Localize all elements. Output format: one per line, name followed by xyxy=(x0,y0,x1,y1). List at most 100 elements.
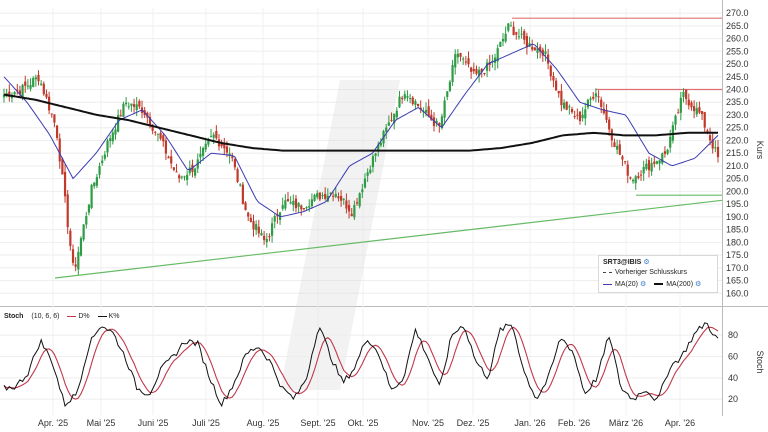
gear-icon[interactable]: ⚙ xyxy=(643,259,650,266)
candle-body xyxy=(631,179,635,182)
candle-body xyxy=(175,171,178,173)
candle-body xyxy=(273,216,276,222)
candle-body xyxy=(355,202,359,204)
price-axis-title: Kurs xyxy=(755,141,765,160)
candle-body xyxy=(347,204,351,212)
candle-body xyxy=(695,108,698,115)
candle-body xyxy=(390,119,393,121)
candle-body xyxy=(103,154,106,159)
candle-body xyxy=(536,48,539,53)
candle-body xyxy=(379,142,383,146)
candle-body xyxy=(294,198,298,209)
candle-body xyxy=(186,174,189,181)
candle-body xyxy=(658,160,661,164)
candle-body xyxy=(576,114,579,116)
candle-body xyxy=(45,93,48,98)
candle-body xyxy=(440,116,444,129)
candle-body xyxy=(523,31,526,40)
candle-body xyxy=(411,97,414,104)
x-tick-label: Aug. '25 xyxy=(247,418,280,428)
candle-body xyxy=(655,161,659,164)
candle-body xyxy=(255,224,258,231)
candle-body xyxy=(119,115,122,117)
candle-body xyxy=(570,109,574,113)
candle-body xyxy=(265,239,268,243)
candle-body xyxy=(470,67,473,72)
candle-body xyxy=(87,204,91,213)
price-tick-label: 165.0 xyxy=(726,276,749,286)
candle-body xyxy=(342,198,345,200)
candle-body xyxy=(645,163,648,169)
candle-body xyxy=(459,52,462,57)
candle-body xyxy=(677,112,680,114)
candle-body xyxy=(270,223,274,236)
candle-body xyxy=(446,91,449,98)
legend-swatch-prev-close xyxy=(603,271,612,273)
candle-body xyxy=(252,221,255,230)
stoch-k-swatch xyxy=(97,315,107,317)
x-tick-label: Apr. '25 xyxy=(38,418,68,428)
candle-body xyxy=(589,98,592,100)
candle-body xyxy=(37,74,40,82)
gear-icon[interactable]: ⚙ xyxy=(639,281,647,288)
candle-body xyxy=(114,129,117,135)
candle-body xyxy=(504,33,507,42)
candle-body xyxy=(565,101,568,110)
candle-body xyxy=(281,205,284,209)
candle-body xyxy=(385,127,388,132)
candle-body xyxy=(454,54,457,68)
candle-body xyxy=(77,251,80,270)
candle-body xyxy=(687,99,690,106)
price-tick-label: 215.0 xyxy=(726,148,749,158)
candle-body xyxy=(573,115,576,118)
candle-body xyxy=(698,107,701,113)
candle-body xyxy=(671,125,674,141)
candle-body xyxy=(624,161,627,163)
watermark-logo xyxy=(280,80,400,390)
x-tick-label: Okt. '25 xyxy=(348,418,379,428)
candle-body xyxy=(703,112,706,128)
candle-body xyxy=(358,193,361,207)
candle-body xyxy=(209,136,213,138)
candle-body xyxy=(409,98,412,100)
stoch-d-label: D% xyxy=(78,313,90,320)
candle-body xyxy=(212,134,215,138)
candle-body xyxy=(666,149,669,154)
candle-body xyxy=(642,166,645,174)
candle-body xyxy=(90,184,93,208)
gear-icon[interactable]: ⚙ xyxy=(695,281,702,288)
candle-body xyxy=(164,140,168,154)
candle-body xyxy=(204,143,207,150)
candle-body xyxy=(329,192,332,194)
candle-body xyxy=(554,80,558,91)
candle-body xyxy=(316,193,319,198)
stoch-d-swatch xyxy=(67,315,77,317)
candle-body xyxy=(63,171,67,197)
chart-legend: SRT3@IBIS ⚙ Vorheriger Schlusskurs MA(20)… xyxy=(598,255,718,293)
candle-body xyxy=(395,110,398,118)
candle-body xyxy=(674,115,677,125)
candle-body xyxy=(127,106,130,108)
candle-body xyxy=(21,84,24,98)
candle-body xyxy=(448,81,452,91)
price-tick-label: 160.0 xyxy=(726,288,749,298)
candle-body xyxy=(427,106,430,117)
candle-body xyxy=(79,238,83,256)
candle-body xyxy=(618,144,621,155)
candle-body xyxy=(435,120,438,123)
candle-body xyxy=(443,100,446,118)
candle-body xyxy=(101,160,104,164)
candle-body xyxy=(456,53,459,58)
candle-body xyxy=(289,202,292,204)
candle-body xyxy=(241,184,244,204)
candle-body xyxy=(496,48,499,62)
candle-body xyxy=(600,99,603,108)
candle-body xyxy=(324,193,327,199)
candle-body xyxy=(239,184,242,186)
candle-body xyxy=(499,41,502,47)
stoch-tick-label: 60 xyxy=(728,351,738,361)
candle-body xyxy=(321,195,324,197)
candle-body xyxy=(13,92,16,95)
price-tick-label: 270.0 xyxy=(726,8,749,18)
candle-body xyxy=(366,172,369,176)
